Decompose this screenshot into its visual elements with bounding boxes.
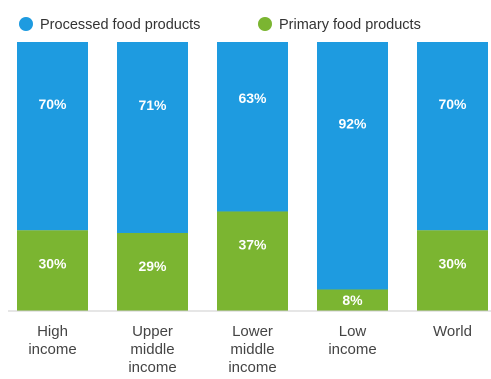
legend: Processed food products Primary food pro…	[19, 17, 421, 33]
label-primary-world: 30%	[438, 255, 467, 271]
bar-processed-upper-middle-income	[117, 42, 188, 233]
legend-swatch-primary	[258, 17, 272, 31]
category-label-lower-middle-income: Lower middle income	[228, 323, 276, 376]
label-primary-upper-middle-income: 29%	[138, 258, 167, 274]
bar-primary-lower-middle-income	[217, 211, 288, 311]
bar-processed-lower-middle-income	[217, 42, 288, 212]
bar-primary-world	[417, 230, 488, 311]
bars-group: 70% 30% 71% 29% 63% 37% 92% 8% 70% 30%	[17, 42, 488, 311]
legend-item-processed: Processed food products	[19, 17, 200, 33]
legend-label-processed: Processed food products	[40, 17, 200, 33]
category-label-world: World	[433, 323, 472, 340]
label-processed-high-income: 70%	[38, 96, 67, 112]
bar-primary-high-income	[17, 230, 88, 311]
bar-primary-low-income	[317, 289, 388, 311]
bar-processed-high-income	[17, 42, 88, 231]
bar-processed-low-income	[317, 42, 388, 290]
legend-label-primary: Primary food products	[279, 17, 421, 33]
category-label-upper-middle-income: Upper middle income	[128, 323, 176, 376]
category-label-low-income: Low income	[328, 323, 376, 358]
legend-swatch-processed	[19, 17, 33, 31]
x-axis-labels: High income Upper middle income Lower middle in…	[28, 323, 472, 376]
label-processed-lower-middle-income: 63%	[238, 90, 267, 106]
bar-primary-upper-middle-income	[117, 232, 188, 311]
label-primary-low-income: 8%	[342, 292, 363, 308]
bar-processed-world	[417, 42, 488, 231]
label-processed-low-income: 92%	[338, 116, 367, 132]
label-primary-lower-middle-income: 37%	[238, 236, 267, 252]
label-primary-high-income: 30%	[38, 255, 67, 271]
label-processed-upper-middle-income: 71%	[138, 97, 167, 113]
legend-item-primary: Primary food products	[258, 17, 421, 33]
label-processed-world: 70%	[438, 96, 467, 112]
category-label-high-income: High income	[28, 323, 76, 358]
